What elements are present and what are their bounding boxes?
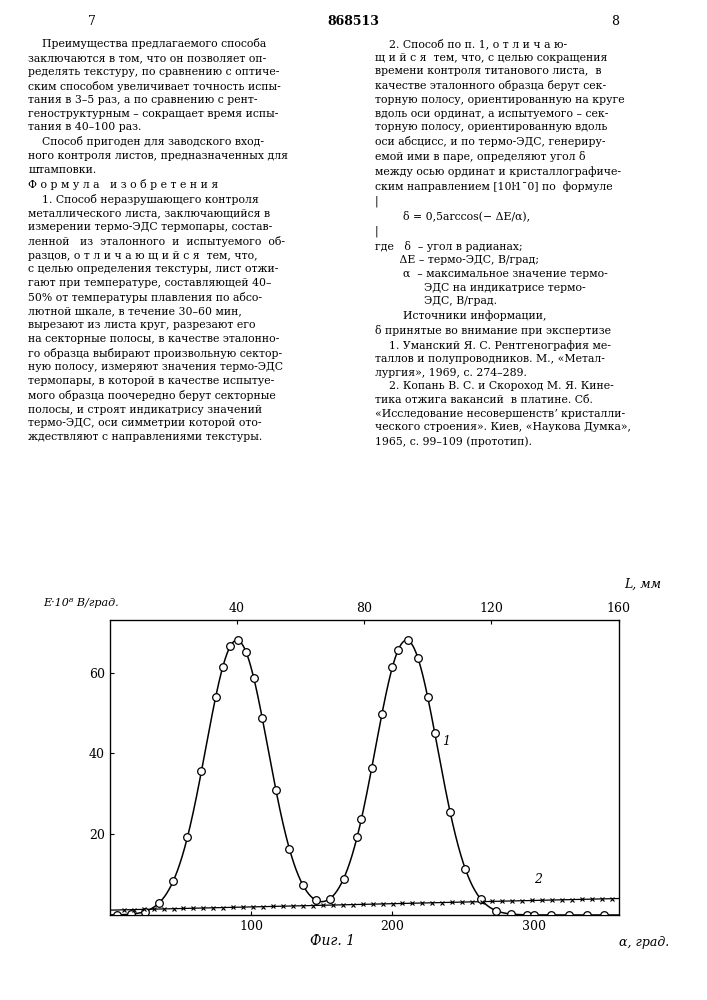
Text: 7: 7 [88, 15, 96, 28]
Text: Преимущества предлагаемого способа
заключаются в том, что он позволяет оп-
редел: Преимущества предлагаемого способа заклю… [28, 38, 288, 442]
Text: Фиг. 1: Фиг. 1 [310, 934, 355, 948]
Text: 2: 2 [534, 873, 542, 886]
Text: E·10⁸ В/град.: E·10⁸ В/град. [43, 598, 119, 608]
X-axis label: α, град.: α, град. [619, 936, 670, 949]
Text: 2. Способ по п. 1, о т л и ч а ю-
щ и й с я  тем, что, с целью сокращения
времен: 2. Способ по п. 1, о т л и ч а ю- щ и й … [375, 38, 631, 447]
Text: 868513: 868513 [327, 15, 380, 28]
Text: L, мм: L, мм [624, 578, 661, 590]
Text: 1: 1 [442, 735, 450, 748]
Text: 8: 8 [611, 15, 619, 28]
